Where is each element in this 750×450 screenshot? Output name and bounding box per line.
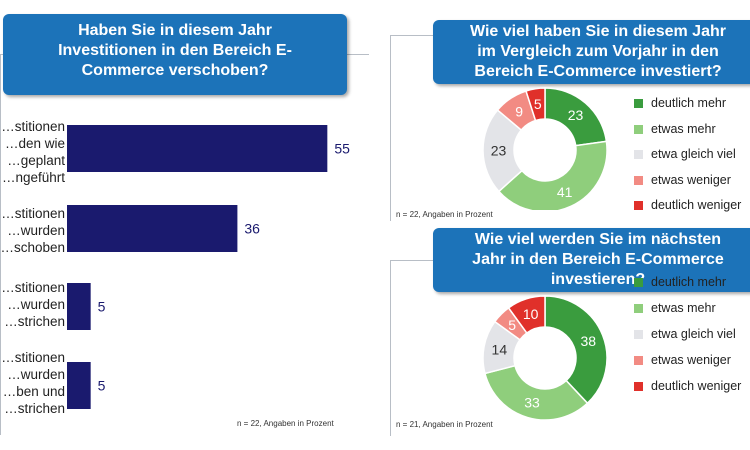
category-line: …geplant	[7, 153, 65, 168]
title-line: Wie viel haben Sie in diesem Jahr	[470, 23, 726, 40]
donut-chart-current-year: 23 41 23 9 5	[482, 87, 608, 210]
legend-swatch	[634, 175, 643, 185]
legend-swatch	[634, 99, 643, 108]
title-line: Jahr in den Bereich E-Commerce	[472, 251, 724, 268]
legend-label: etwas weniger	[651, 353, 731, 367]
legend-label: etwas mehr	[651, 121, 716, 136]
legend-label: deutlich weniger	[651, 379, 742, 393]
category-line: …wurden	[7, 367, 65, 382]
donut-value-label: 41	[557, 184, 573, 200]
bar-value-label: 55	[334, 141, 350, 157]
bar	[67, 283, 91, 330]
legend-label: etwa gleich viel	[651, 147, 736, 161]
bar-value-label: 5	[98, 299, 106, 315]
category-line: …strichen	[4, 314, 65, 329]
category-line: …stitionen	[1, 206, 65, 221]
legend-label: etwas weniger	[651, 172, 731, 187]
category-line: …stitionen	[1, 280, 65, 295]
bar-category-label: …stitionen …wurden …ben und …strichen	[1, 349, 65, 417]
legend-swatch	[634, 304, 643, 313]
legend-label: etwas mehr	[651, 301, 716, 315]
donut-slice	[497, 140, 608, 210]
legend-swatch	[634, 330, 643, 339]
category-line: …strichen	[4, 401, 65, 416]
bar	[67, 205, 238, 252]
top-right-note: n = 22, Angaben in Prozent	[396, 210, 493, 219]
bar-category-label: …stitionen …wurden …strichen	[1, 279, 65, 330]
donut-value-label: 5	[534, 96, 542, 112]
legend-label: etwa gleich viel	[651, 327, 736, 341]
bar-category-label: …stitionen …den wie …geplant …ngeführt	[1, 118, 65, 186]
left-note: n = 22, Angaben in Prozent	[237, 419, 334, 428]
donut-value-label: 14	[492, 341, 508, 357]
donut-value-label: 33	[524, 395, 540, 411]
category-line: …stitionen	[1, 350, 65, 365]
category-line: …wurden	[7, 297, 65, 312]
category-line: …ngeführt	[1, 170, 65, 185]
legend-swatch	[634, 201, 643, 210]
donut-value-label: 9	[515, 103, 523, 119]
legend-label: deutlich mehr	[651, 275, 727, 289]
legend-swatch	[634, 382, 643, 391]
title-line: Bereich E-Commerce investiert?	[474, 63, 722, 80]
legend-current-year: deutlich mehr etwas mehr etwa gleich viel e…	[634, 95, 750, 215]
category-line: …schoben	[0, 240, 65, 255]
legend-label: deutlich weniger	[651, 198, 742, 212]
title-line: investieren?	[550, 271, 646, 288]
bar-category-label: …stitionen …wurden …schoben	[0, 205, 65, 256]
title-line: Commerce verschoben?	[81, 62, 269, 79]
bottom-right-chart-title: Wie viel werden Sie im nächsten Jahr in …	[433, 228, 750, 292]
donut-slice	[544, 295, 608, 405]
bottom-right-note: n = 21, Angaben in Prozent	[396, 420, 493, 429]
donut-value-label: 5	[508, 317, 516, 333]
category-line: …den wie	[4, 136, 65, 151]
donut-slice	[507, 295, 546, 334]
donut-slice	[484, 364, 589, 420]
title-line: Haben Sie in diesem Jahr	[78, 22, 272, 39]
legend-swatch	[634, 150, 643, 159]
donut-value-label: 23	[491, 143, 507, 159]
category-line: …wurden	[7, 223, 65, 238]
legend-label: deutlich mehr	[651, 96, 727, 110]
title-line: Wie viel werden Sie im nächsten	[474, 231, 722, 248]
legend-swatch	[634, 124, 643, 134]
donut-value-label: 10	[523, 306, 539, 322]
bar	[67, 125, 328, 172]
top-right-chart-title: Wie viel haben Sie in diesem Jahr im Ver…	[433, 20, 750, 84]
bar-value-label: 5	[98, 378, 106, 394]
donut-value-label: 23	[568, 107, 584, 123]
title-line: im Vergleich zum Vorjahr in den	[477, 43, 719, 60]
donut-slice	[525, 87, 546, 122]
donut-value-label: 38	[580, 333, 596, 349]
title-line: Investitionen in den Bereich E-	[58, 42, 292, 59]
legend-swatch	[634, 278, 643, 287]
category-line: …ben und	[2, 384, 65, 399]
bar-value-label: 36	[244, 221, 260, 237]
bar	[67, 362, 91, 409]
donut-chart-next-year: 38 33 145 10	[482, 295, 608, 420]
legend-next-year: deutlich mehr etwas mehr etwa gleich viel e…	[634, 274, 750, 424]
category-line: …stitionen	[1, 119, 65, 134]
legend-swatch	[634, 356, 643, 365]
left-chart-title: Haben Sie in diesem Jahr Investitionen i…	[3, 14, 347, 95]
